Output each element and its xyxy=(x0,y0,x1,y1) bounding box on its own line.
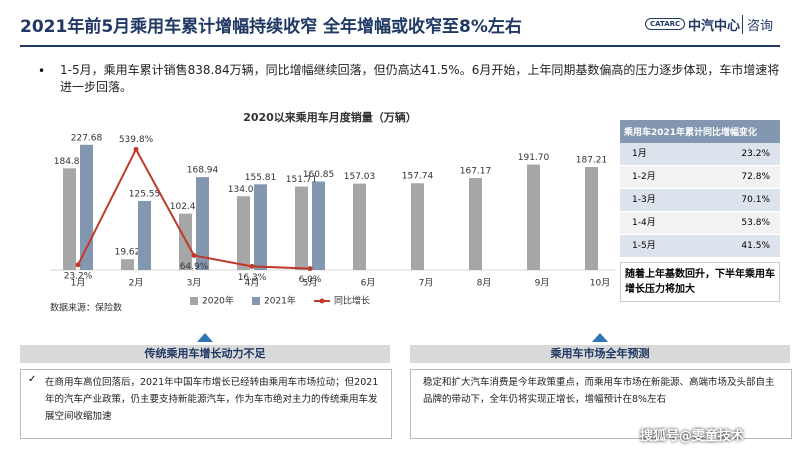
x-tick-label: 7月 xyxy=(419,278,434,289)
bar-label: 155.81 xyxy=(245,173,277,183)
table-row: 1-2月 72.8% xyxy=(620,166,780,189)
logo-badge: CATARC xyxy=(645,18,686,30)
slide-title: 2021年前5月乘用车累计增幅持续收窄 全年增幅或收窄至8%左右 xyxy=(20,17,522,37)
growth-point xyxy=(133,146,139,152)
bar-label: 134.03 xyxy=(228,185,260,195)
check-icon: ✓ xyxy=(28,374,37,385)
bar xyxy=(411,183,424,270)
legend-label: 2020年 xyxy=(202,295,234,307)
table-row: 1-3月 70.1% xyxy=(620,189,780,212)
table-row: 1-4月 53.8% xyxy=(620,212,780,235)
table-note: 随着上年基数回升，下半年乘用车增长压力将加大 xyxy=(620,262,780,302)
table-cell: 53.8% xyxy=(741,218,770,228)
table-row: 1-5月 41.5% xyxy=(620,235,780,258)
bar-label: 187.21 xyxy=(576,156,608,166)
box-title: 乘用车市场全年预测 xyxy=(410,345,790,363)
legend-point xyxy=(319,298,325,304)
box-text: 在商用车高位回落后，2021年中国车市增长已经转由乘用车市场拉动；但2021年的… xyxy=(20,369,392,439)
table-cell: 1-3月 xyxy=(632,195,656,205)
table-cell: 1-5月 xyxy=(632,241,656,251)
header: 2021年前5月乘用车累计增幅持续收窄 全年增幅或收窄至8%左右 CATARC … xyxy=(0,0,800,50)
growth-point xyxy=(249,263,255,269)
growth-label: 16.3% xyxy=(238,273,267,283)
x-tick-label: 10月 xyxy=(590,278,610,289)
x-tick-label: 6月 xyxy=(361,278,376,289)
x-tick-label: 5月 xyxy=(303,278,318,289)
growth-label: 23.2% xyxy=(64,271,93,281)
bar-label: 227.68 xyxy=(71,133,103,143)
bar xyxy=(469,178,482,270)
bar-label: 191.70 xyxy=(518,153,550,163)
growth-label: 539.8% xyxy=(119,135,154,145)
info-box: 传统乘用车增长动力不足在商用车高位回落后，2021年中国车市增长已经转由乘用车市… xyxy=(20,333,392,439)
bar-label: 168.94 xyxy=(187,166,219,176)
table: 乘用车2021年累计同比增幅变化 1月 23.2% 1-2月 72.8% 1-3月 70.… xyxy=(620,120,780,302)
bar xyxy=(138,200,151,270)
footer-watermark: 搜狐号@雯童技术 xyxy=(640,429,745,444)
legend-label: 2021年 xyxy=(264,295,296,307)
bar xyxy=(63,168,76,270)
x-tick-label: 2月 xyxy=(129,278,144,289)
legend-swatch xyxy=(190,297,198,305)
bar xyxy=(527,164,540,270)
bar xyxy=(353,183,366,270)
chart-title: 2020以来乘用车月度销量（万辆） xyxy=(243,110,417,124)
table-title: 乘用车2021年累计同比增幅变化 xyxy=(620,120,780,143)
table-cell: 1-2月 xyxy=(632,172,656,182)
x-tick-label: 3月 xyxy=(187,278,202,289)
bar xyxy=(80,144,93,270)
header-rule xyxy=(20,45,780,47)
bar xyxy=(254,184,267,270)
legend-label: 同比增长 xyxy=(334,295,370,307)
bar-label: 184.83 xyxy=(54,157,86,167)
logo-text: 中汽中心 xyxy=(688,19,741,34)
arrow-icon xyxy=(197,333,213,342)
bar xyxy=(312,181,325,270)
growth-point xyxy=(307,266,313,272)
bullet-text: 1-5月，乘用车累计销售838.84万辆，同比增幅继续回落，但仍高达41.5%。… xyxy=(60,63,780,94)
legend-swatch xyxy=(252,297,260,305)
bar-label: 151.71 xyxy=(286,175,318,185)
bar-label: 125.55 xyxy=(129,189,161,199)
bar xyxy=(196,177,209,270)
bullet-dot: • xyxy=(38,64,46,78)
arrow-icon xyxy=(592,333,608,342)
x-tick-label: 4月 xyxy=(245,278,260,289)
growth-point xyxy=(75,262,81,268)
box-title: 传统乘用车增长动力不足 xyxy=(20,345,390,363)
bar-label: 160.85 xyxy=(303,170,335,180)
table-cell: 41.5% xyxy=(741,241,770,251)
table-cell: 72.8% xyxy=(741,172,770,182)
bar-label: 19.62 xyxy=(115,248,141,258)
bar-label: 157.03 xyxy=(344,172,376,182)
bar xyxy=(585,167,598,270)
growth-label: 6.0% xyxy=(299,275,322,285)
bar xyxy=(121,259,134,270)
table-cell: 23.2% xyxy=(741,149,770,159)
box-text: 稳定和扩大汽车消费是今年政策重点，而乘用车市场在新能源、高端市场及头部自主品牌的… xyxy=(410,369,792,439)
bar xyxy=(295,186,308,270)
table-row: 1月 23.2% xyxy=(620,143,780,166)
table-cell: 1-4月 xyxy=(632,218,656,228)
bar-label: 157.74 xyxy=(402,172,434,182)
x-tick-label: 1月 xyxy=(71,278,86,289)
table-cell: 1月 xyxy=(632,149,647,159)
table-cell: 70.1% xyxy=(741,195,770,205)
source: 数据来源：保险数 xyxy=(50,302,122,314)
x-tick-label: 8月 xyxy=(477,278,492,289)
bar-label: 167.17 xyxy=(460,167,492,177)
logo-sub: 咨询 xyxy=(742,15,773,34)
growth-point xyxy=(191,252,197,258)
x-tick-label: 9月 xyxy=(535,278,550,289)
info-box: 乘用车市场全年预测稳定和扩大汽车消费是今年政策重点，而乘用车市场在新能源、高端市… xyxy=(410,333,792,439)
growth-label: 64.9% xyxy=(180,262,209,272)
bar xyxy=(237,196,250,270)
bar-label: 102.46 xyxy=(170,202,202,212)
